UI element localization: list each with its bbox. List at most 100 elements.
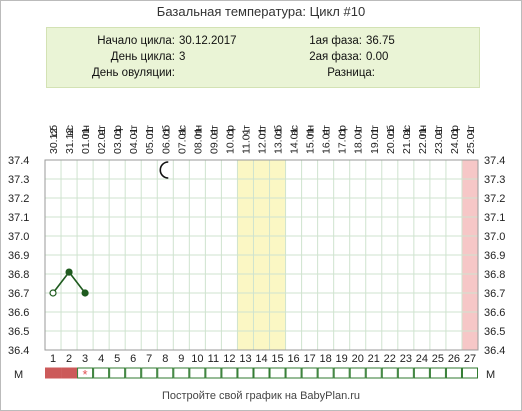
weekday-label: пн — [305, 125, 317, 137]
day-number-label: 20 — [352, 353, 364, 365]
y-tick-label-left: 36.5 — [8, 326, 29, 338]
date-label: 06.01 — [160, 128, 172, 154]
menstruation-box-day-1 — [45, 367, 62, 379]
weekday-label: ср — [112, 125, 124, 136]
y-tick-label-left: 36.4 — [8, 345, 29, 357]
m-row-label-right: М — [486, 369, 495, 381]
day-number-label: 17 — [303, 353, 315, 365]
m-box-day-18 — [317, 367, 334, 379]
day-number-label: 15 — [271, 353, 283, 365]
y-tick-label-left: 37.4 — [8, 155, 29, 167]
weekday-label: ср — [224, 125, 236, 136]
footer-link[interactable]: Постройте свой график на BabyPlan.ru — [161, 390, 361, 402]
weekday-label: вт — [433, 125, 445, 135]
y-tick-label-left: 36.7 — [8, 288, 29, 300]
day-number-label: 19 — [336, 353, 348, 365]
date-label: 08.01 — [192, 128, 204, 154]
day-number-label: 9 — [178, 353, 184, 365]
day-number-label: 7 — [146, 353, 152, 365]
day-number-label: 26 — [448, 353, 460, 365]
m-box-day-26 — [445, 367, 462, 379]
y-tick-label-left: 37.1 — [8, 212, 29, 224]
weekday-label: сб — [48, 125, 60, 136]
y-tick-label-right: 37.3 — [484, 174, 505, 186]
menstruation-box-day-2 — [61, 367, 78, 379]
phase1-value: 36.75 — [366, 35, 395, 47]
date-label: 22.01 — [417, 128, 429, 154]
m-box-day-23 — [397, 367, 414, 379]
weekday-label: пт — [144, 125, 156, 136]
chart-title: Базальная температура: Цикл #10 — [156, 4, 366, 19]
m-box-day-22 — [381, 367, 398, 379]
weekday-label: вс — [289, 125, 301, 136]
date-label: 07.01 — [176, 128, 188, 154]
m-box-day-4 — [93, 367, 110, 379]
m-box-day-15 — [269, 367, 286, 379]
m-box-day-3 — [77, 367, 94, 379]
date-label: 19.01 — [369, 128, 381, 154]
weekday-label: чт — [465, 125, 477, 135]
y-tick-label-right: 36.7 — [484, 288, 505, 300]
y-tick-label-left: 37.0 — [8, 231, 29, 243]
date-label: 25.01 — [465, 128, 477, 154]
m-box-day-17 — [301, 367, 318, 379]
y-tick-label-right: 37.2 — [484, 193, 505, 205]
date-label: 24.01 — [449, 128, 461, 154]
date-label: 15.01 — [305, 128, 317, 154]
m-box-day-7 — [141, 367, 158, 379]
y-tick-label-left: 36.9 — [8, 250, 29, 262]
weekday-label: пн — [192, 125, 204, 137]
weekday-label: пт — [257, 125, 269, 136]
date-label: 14.01 — [289, 128, 301, 154]
m-box-day-12 — [221, 367, 238, 379]
weekday-label: ср — [449, 125, 461, 136]
date-label: 20.01 — [385, 128, 397, 154]
weekday-label: пт — [369, 125, 381, 136]
phase1-label: 1ая фаза: — [309, 35, 362, 47]
y-tick-label-left: 36.8 — [8, 269, 29, 281]
day-number-label: 21 — [368, 353, 380, 365]
cycle-day-value: 3 — [179, 51, 186, 63]
m-box-day-27 — [461, 367, 478, 379]
day-number-label: 6 — [130, 353, 136, 365]
y-tick-label-left: 37.3 — [8, 174, 29, 186]
y-tick-label-right: 36.4 — [484, 345, 505, 357]
weekday-label: пн — [417, 125, 429, 137]
day-number-label: 13 — [239, 353, 251, 365]
weekday-label: вт — [208, 125, 220, 135]
date-label: 02.01 — [96, 128, 108, 154]
phase2-label: 2ая фаза: — [309, 51, 362, 63]
y-tick-label-left: 37.2 — [8, 193, 29, 205]
star-marker: * — [83, 367, 88, 382]
m-box-day-9 — [173, 367, 190, 379]
y-tick-label-right: 36.8 — [484, 269, 505, 281]
day-number-label: 14 — [255, 353, 267, 365]
day-number-label: 1 — [50, 353, 56, 365]
weekday-label: вт — [96, 125, 108, 135]
day-number-label: 4 — [98, 353, 104, 365]
y-tick-label-left: 36.6 — [8, 307, 29, 319]
y-tick-label-right: 37.0 — [484, 231, 505, 243]
date-label: 12.01 — [257, 128, 269, 154]
weekday-label: сб — [160, 125, 172, 136]
day-number-label: 16 — [287, 353, 299, 365]
date-label: 17.01 — [337, 128, 349, 154]
day-number-label: 23 — [400, 353, 412, 365]
weekday-label: вт — [321, 125, 333, 135]
moon-icon — [159, 161, 169, 179]
plot-border — [44, 159, 479, 351]
y-tick-label-right: 36.6 — [484, 307, 505, 319]
date-label: 16.01 — [321, 128, 333, 154]
m-box-day-14 — [253, 367, 270, 379]
day-number-label: 18 — [320, 353, 332, 365]
day-number-label: 10 — [191, 353, 203, 365]
date-label: 23.01 — [433, 128, 445, 154]
date-label: 09.01 — [208, 128, 220, 154]
cycle-start-label: Начало цикла: — [97, 35, 175, 47]
day-number-label: 2 — [66, 353, 72, 365]
phase2-value: 0.00 — [366, 51, 389, 63]
m-box-day-6 — [125, 367, 142, 379]
date-label: 10.01 — [224, 128, 236, 154]
m-box-day-10 — [189, 367, 206, 379]
